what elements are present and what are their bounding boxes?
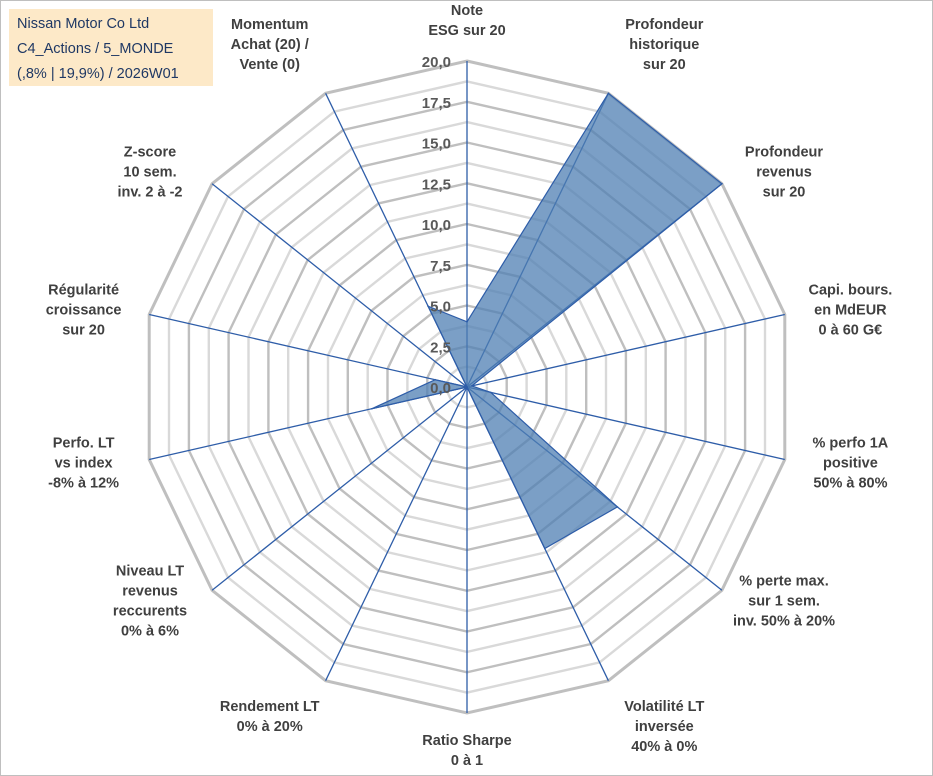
radial-tick-label: 15,0: [422, 136, 451, 153]
axis-label-line: Profondeur: [745, 145, 823, 161]
axis-label: Momentum Achat (20) / Vente (0): [231, 17, 309, 73]
axis-label: Capi. bours. en MdEUR 0 à 60 G€: [809, 283, 893, 339]
data-point: [427, 305, 429, 308]
company-name: Nissan Motor Co Ltd: [17, 16, 150, 32]
axis-label-line: Profondeur: [625, 17, 703, 33]
axis-label-line: Volatilité LT: [624, 699, 704, 715]
axis-label-line: Perfo. LT: [53, 436, 115, 452]
axis-label-line: Z-score: [124, 145, 176, 161]
axis-label-line: 0 à 1: [451, 753, 483, 769]
data-point: [616, 506, 619, 508]
axis-label-line: revenus: [122, 584, 178, 600]
axis-label-line: 50% à 80%: [813, 476, 887, 492]
axis-spoke: [211, 183, 468, 388]
axis-label-line: 10 sem.: [123, 165, 176, 181]
axis-label-line: % perte max.: [739, 574, 828, 590]
axis-label-line: Achat (20) /: [231, 37, 309, 53]
axis-label-line: inv. 2 à -2: [117, 185, 182, 201]
axis-label-line: vs index: [55, 456, 113, 472]
radial-tick-label: 17,5: [422, 95, 451, 112]
axis-label-line: sur 20: [62, 323, 105, 339]
axis-label-line: Capi. bours.: [809, 283, 893, 299]
axis-spoke: [466, 386, 785, 461]
axis-label-line: Note: [451, 3, 483, 19]
axis-label: % perfo 1A positive 50% à 80%: [813, 436, 889, 492]
axis-label: Régularité croissance sur 20: [46, 283, 122, 339]
radial-tick-label: 12,5: [422, 176, 451, 193]
radial-tick-label: 20,0: [422, 54, 451, 71]
axis-label-line: inversée: [635, 719, 694, 735]
radial-tick-label: 10,0: [422, 217, 451, 234]
axis-label-line: Régularité: [48, 283, 119, 299]
axis-label-line: positive: [823, 456, 878, 472]
axis-label-line: 0% à 6%: [121, 624, 179, 640]
axis-label-line: Niveau LT: [116, 564, 184, 580]
axis-spoke: [149, 313, 468, 388]
radial-tick-label: 0,0: [430, 380, 451, 397]
data-point: [466, 321, 468, 323]
axis-label: Rendement LT 0% à 20%: [220, 699, 320, 735]
axis-spoke: [211, 386, 468, 591]
axis-label-line: sur 20: [763, 185, 806, 201]
axis-label-line: 40% à 0%: [631, 739, 697, 755]
info-box: Nissan Motor Co Ltd C4_Actions / 5_MONDE…: [9, 9, 213, 86]
axis-label: Note ESG sur 20: [428, 3, 505, 39]
data-point: [544, 547, 546, 550]
axis-label: Profondeur historique sur 20: [625, 17, 703, 73]
axis-label-line: ESG sur 20: [428, 23, 505, 39]
axis-label: Niveau LT revenus reccurents 0% à 6%: [113, 564, 187, 640]
axis-label-line: 0% à 20%: [237, 719, 303, 735]
axis-spoke: [466, 313, 785, 388]
data-point: [434, 378, 437, 381]
axis-label-line: inv. 50% à 20%: [733, 614, 835, 630]
axis-label-line: sur 20: [643, 57, 686, 73]
axis-label-line: -8% à 12%: [48, 476, 119, 492]
data-point: [471, 385, 473, 387]
data-point: [370, 408, 373, 410]
data-point: [721, 182, 723, 185]
axis-label: Volatilité LT inversée 40% à 0%: [624, 699, 704, 755]
data-point: [466, 386, 468, 388]
info-params: (,8% | 19,9%) / 2026W01: [17, 66, 179, 82]
portfolio-name: C4_Actions / 5_MONDE: [17, 41, 174, 57]
axis-label-line: Momentum: [231, 17, 308, 33]
axis-label-line: Rendement LT: [220, 699, 320, 715]
axis-label-line: 0 à 60 G€: [819, 323, 883, 339]
axis-label: Ratio Sharpe 0 à 1: [422, 733, 511, 769]
axis-label-line: % perfo 1A: [813, 436, 889, 452]
axis-label-line: croissance: [46, 303, 122, 319]
data-point: [490, 391, 492, 394]
axis-label: Z-score 10 sem. inv. 2 à -2: [117, 145, 182, 201]
axis-spoke: [325, 386, 468, 681]
radial-tick-label: 5,0: [430, 299, 451, 316]
axis-label-line: Vente (0): [239, 57, 300, 73]
axis-label: Profondeur revenus sur 20: [745, 145, 823, 201]
axis-label-line: revenus: [756, 165, 812, 181]
axis-label-line: historique: [629, 37, 699, 53]
axis-label-line: Ratio Sharpe: [422, 733, 511, 749]
axis-label-line: en MdEUR: [814, 303, 887, 319]
axis-label: Perfo. LT vs index -8% à 12%: [48, 436, 119, 492]
data-point: [607, 92, 610, 95]
radial-tick-label: 2,5: [430, 339, 451, 356]
axis-label-line: reccurents: [113, 604, 187, 620]
axis-label: % perte max. sur 1 sem. inv. 50% à 20%: [733, 574, 835, 630]
radial-tick-label: 7,5: [430, 258, 451, 275]
axis-label-line: sur 1 sem.: [748, 594, 820, 610]
